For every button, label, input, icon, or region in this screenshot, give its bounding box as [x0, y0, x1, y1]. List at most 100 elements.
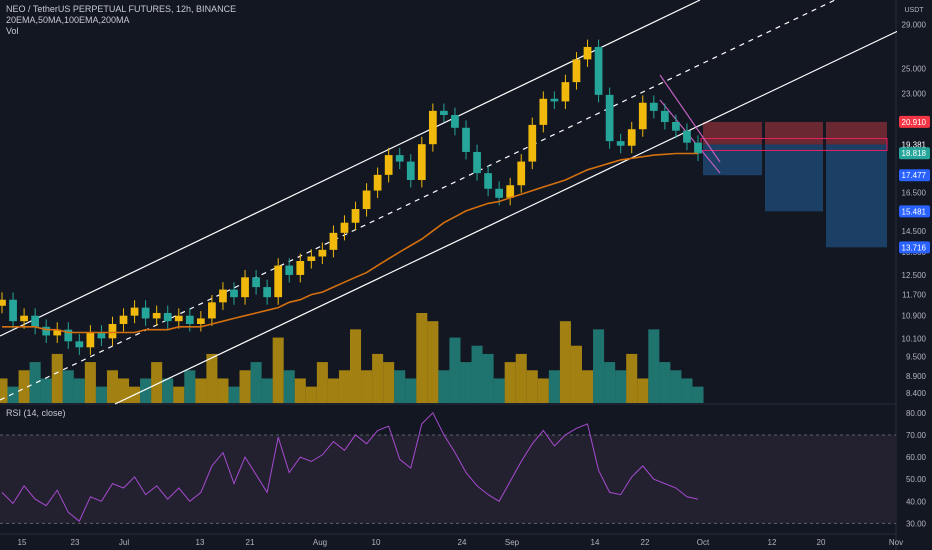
axes-layer: USDT 8.400 8.900 9.500 10.100 10.900 11.700 12.… [18, 0, 932, 550]
volume-bar [29, 362, 41, 403]
volume-bar [305, 386, 317, 403]
price-tag-label: 18.818 [902, 149, 927, 158]
candle-body [649, 102, 658, 111]
volume-bar [283, 370, 295, 403]
target-zone [765, 144, 823, 212]
price-tag-label: 13.716 [902, 243, 927, 252]
volume-bar [162, 378, 174, 403]
candle-body [373, 174, 382, 191]
rsi-title[interactable]: RSI (14, close) [6, 408, 66, 418]
candle-body [64, 329, 73, 342]
candle-body [495, 188, 504, 198]
candle-body [185, 315, 194, 324]
indicator-list[interactable]: 20EMA,50MA,100EMA,200MA [6, 15, 130, 25]
candle-body [263, 287, 272, 298]
candle-body [351, 209, 360, 223]
candle-body [230, 289, 238, 298]
volume-bar [372, 353, 384, 403]
price-tag-label: 20.910 [902, 118, 927, 127]
moving-average-layer [2, 152, 698, 334]
candle-body [152, 312, 161, 319]
candle-body [163, 312, 172, 322]
candle-body [20, 315, 28, 322]
channel-lower [114, 29, 901, 405]
volume-bar [118, 378, 130, 403]
price-tag [899, 169, 930, 182]
candle-body [406, 161, 415, 180]
volume-bar [692, 386, 704, 403]
volume-bar [438, 370, 450, 403]
price-tag [899, 241, 930, 254]
candle-body [550, 98, 559, 102]
price-tick-label: 29.000 [902, 21, 927, 30]
rsi-tick-label: 70.00 [906, 431, 927, 440]
candle-body [285, 265, 294, 275]
candle-body [174, 315, 183, 322]
price-tag-label: 19.381 [902, 140, 927, 149]
rsi-band [0, 434, 896, 524]
price-tag [899, 205, 930, 218]
candle-body [208, 302, 216, 319]
candle-body [86, 332, 95, 348]
candle-body [605, 94, 614, 142]
rsi-tick-label: 30.00 [906, 519, 927, 528]
volume-bar [670, 370, 682, 403]
volume-bar [0, 378, 8, 403]
candle-body [75, 341, 84, 348]
candle-body [462, 127, 470, 152]
candle-body [340, 222, 349, 233]
candle-body [627, 129, 636, 146]
candle-body [616, 141, 625, 146]
chart-legend: NEO / TetherUS PERPETUAL FUTURES, 12h, B… [6, 4, 236, 37]
volume-bar [316, 362, 328, 403]
candle-body [362, 190, 371, 210]
channel-upper [0, 0, 701, 337]
candle-body [451, 115, 459, 128]
price-tick-label: 10.900 [902, 312, 927, 321]
price-tag-label: 15.481 [902, 207, 927, 216]
price-tag-label: 17.477 [902, 171, 927, 180]
candle-body [694, 142, 702, 154]
price-tick-label: 16.500 [902, 188, 927, 197]
target-zone [826, 144, 887, 248]
price-tick-label: 8.900 [906, 372, 927, 381]
trade-zones [700, 121, 888, 248]
volume-bar [615, 370, 627, 403]
volume-bar [493, 378, 505, 403]
price-tick-label: 25.000 [902, 65, 927, 74]
ma-line [2, 152, 698, 334]
wedge-top [659, 74, 721, 163]
rsi-tick-label: 40.00 [906, 497, 927, 506]
candle-body [484, 173, 492, 189]
time-tick-label: Nov [889, 538, 903, 547]
candle-body [517, 161, 526, 186]
time-tick-label: 14 [591, 538, 600, 547]
volume-bar [95, 386, 107, 403]
time-tick-label: Aug [313, 538, 327, 547]
volume-bar [173, 386, 185, 403]
candle-body [0, 299, 6, 306]
time-tick-label: 22 [641, 538, 650, 547]
candle-body [672, 122, 680, 131]
time-tick-label: Jul [119, 538, 129, 547]
price-tick-label: 12.500 [902, 271, 927, 280]
volume-bar [350, 329, 362, 403]
candle-body [252, 277, 260, 288]
volume-label[interactable]: Vol [6, 26, 19, 36]
candle-body [506, 185, 515, 198]
candle-body [660, 110, 669, 123]
rsi-tick-label: 80.00 [906, 409, 927, 418]
volume-bar [582, 370, 594, 403]
volume-bar [62, 370, 74, 403]
candles-layer [0, 39, 702, 355]
time-tick-label: Oct [697, 538, 710, 547]
volume-bar [405, 378, 417, 403]
volume-bar [73, 378, 85, 403]
volume-bar [537, 378, 549, 403]
candle-body [108, 323, 117, 339]
symbol-title[interactable]: NEO / TetherUS PERPETUAL FUTURES, 12h, B… [6, 4, 237, 14]
candle-body [42, 326, 51, 336]
candle-body [9, 299, 17, 322]
